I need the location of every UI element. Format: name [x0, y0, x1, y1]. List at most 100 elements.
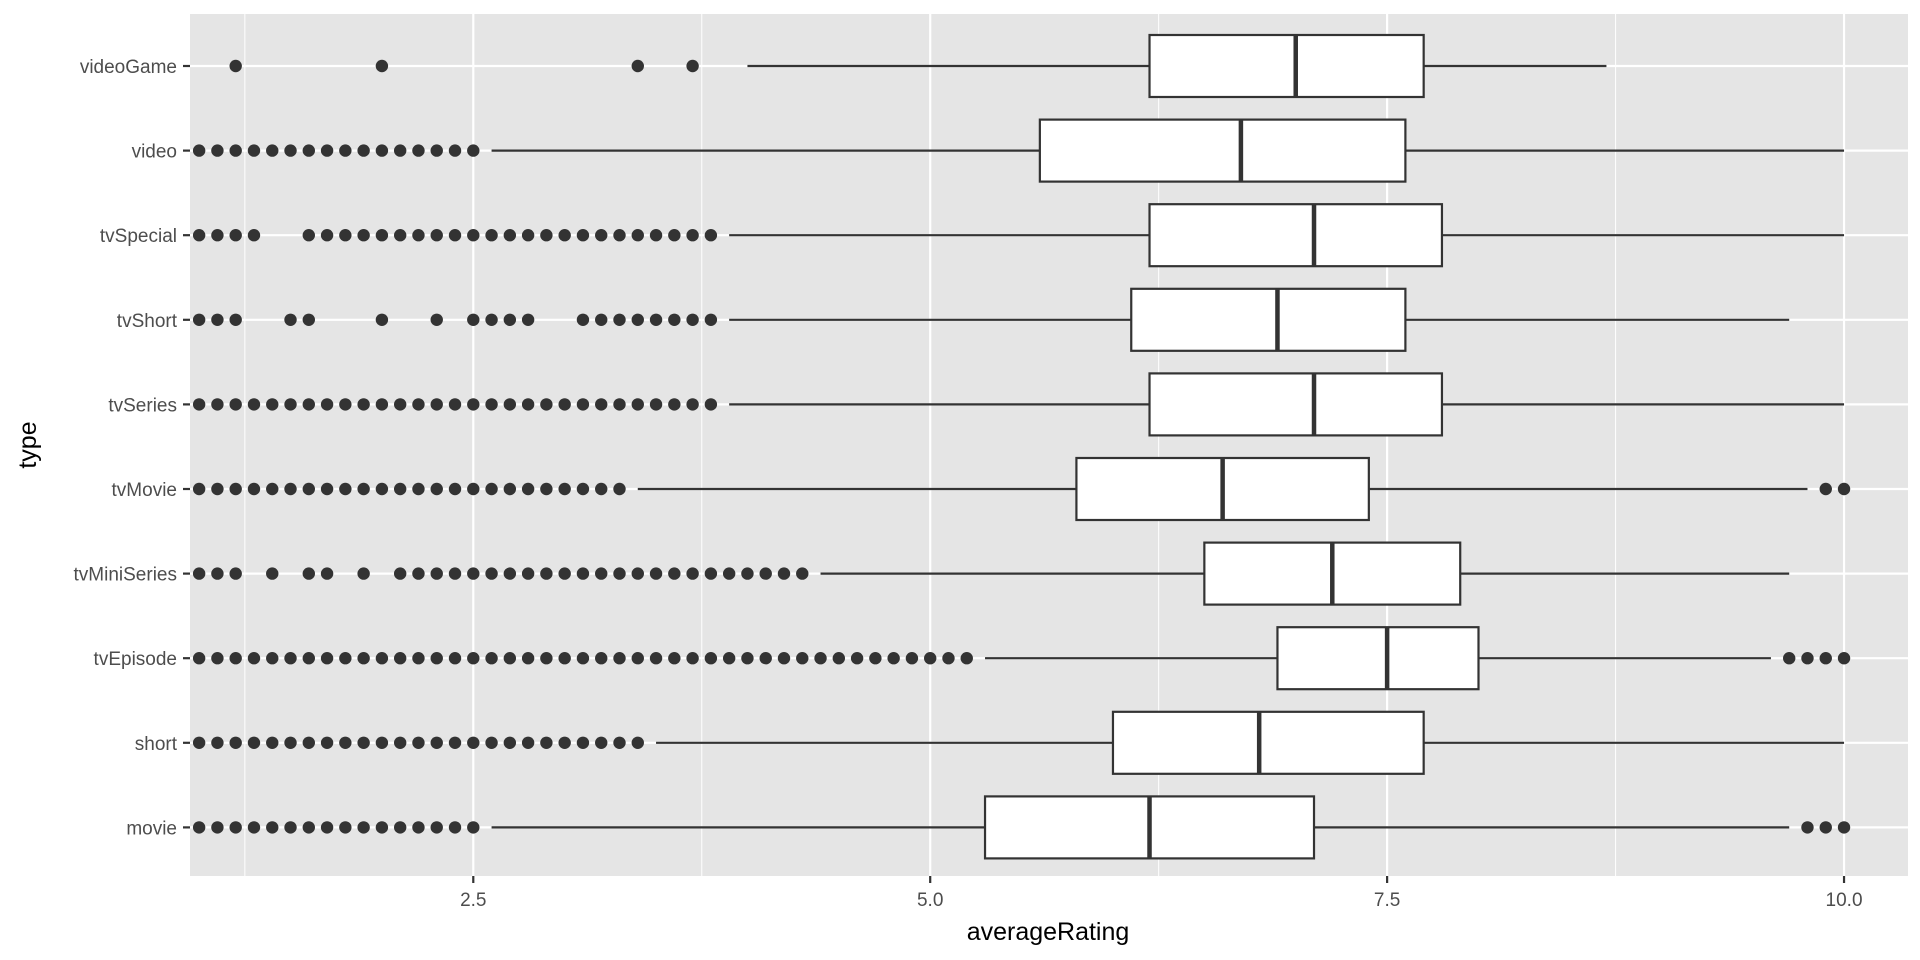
outlier-point [540, 398, 553, 411]
outlier-point [229, 398, 242, 411]
outlier-point [649, 229, 663, 242]
outlier-point [211, 398, 224, 411]
outlier-point [229, 229, 242, 242]
outlier-point [284, 144, 297, 157]
outlier-point [613, 229, 626, 242]
outlier-point [375, 652, 389, 665]
outlier-point [649, 652, 663, 665]
outlier-point [613, 736, 626, 749]
outlier-point [485, 229, 498, 242]
outlier-point [320, 736, 334, 749]
outlier-point [521, 482, 535, 496]
outlier-point [302, 398, 315, 411]
outlier-point [412, 821, 425, 834]
outlier-point [485, 313, 498, 326]
outlier-point [229, 821, 242, 834]
outlier-point [448, 736, 462, 749]
x-tick-label: 10.0 [1826, 890, 1863, 911]
outlier-point [211, 229, 224, 242]
outlier-point [320, 821, 334, 834]
outlier-point [229, 313, 242, 326]
outlier-point [777, 567, 791, 580]
outlier-point [503, 652, 517, 665]
outlier-point [796, 567, 809, 580]
outlier-point [412, 652, 425, 665]
outlier-point [887, 652, 900, 665]
outlier-point [211, 652, 224, 665]
outlier-point [284, 652, 297, 665]
outlier-point [686, 313, 699, 326]
outlier-point [229, 736, 242, 749]
outlier-point [320, 652, 334, 665]
outlier-point [339, 229, 352, 242]
outlier-point [448, 398, 462, 411]
outlier-point [960, 652, 973, 665]
y-tick-label: tvSpecial [100, 226, 177, 247]
outlier-point [832, 652, 846, 665]
outlier-point [850, 652, 864, 665]
outlier-point [357, 652, 370, 665]
outlier-point [649, 567, 663, 580]
box-body [1148, 33, 1425, 99]
outlier-point [192, 482, 206, 496]
outlier-point [704, 313, 718, 326]
outlier-point [192, 313, 206, 326]
outlier-point [375, 398, 389, 411]
box-body [1038, 118, 1407, 183]
outlier-point [192, 567, 206, 580]
outlier-point [302, 313, 315, 326]
outlier-point [393, 398, 407, 411]
outlier-point [521, 567, 535, 580]
outlier-point [412, 567, 425, 580]
outlier-point [357, 821, 370, 834]
outlier-point [1819, 821, 1832, 834]
outlier-point [375, 736, 389, 749]
outlier-point [540, 229, 553, 242]
outlier-point [558, 567, 571, 580]
outlier-point [266, 821, 279, 834]
y-tick-label: tvEpisode [94, 649, 177, 670]
y-tick-label: tvMiniSeries [74, 565, 177, 586]
outlier-point [339, 821, 352, 834]
outlier-point [375, 59, 389, 73]
outlier-point [722, 567, 736, 580]
outlier-point [448, 567, 462, 580]
outlier-point [393, 567, 407, 580]
box-videoGame [229, 33, 1607, 99]
outlier-point [741, 652, 754, 665]
outlier-point [503, 567, 517, 580]
outlier-point [631, 59, 644, 73]
outlier-point [540, 736, 553, 749]
outlier-point [540, 567, 553, 580]
outlier-point [613, 567, 626, 580]
outlier-point [266, 482, 279, 496]
outlier-point [211, 736, 224, 749]
outlier-point [686, 59, 699, 73]
y-tick-label: tvMovie [112, 480, 177, 501]
outlier-point [430, 482, 443, 496]
outlier-point [668, 652, 681, 665]
outlier-point [796, 652, 809, 665]
outlier-point [521, 229, 535, 242]
outlier-point [467, 144, 480, 157]
outlier-point [613, 398, 626, 411]
outlier-point [759, 652, 772, 665]
outlier-point [704, 398, 718, 411]
outlier-point [576, 313, 590, 326]
box-body [1111, 710, 1425, 775]
outlier-point [558, 398, 571, 411]
outlier-point [284, 736, 297, 749]
box-body [1148, 372, 1444, 437]
outlier-point [412, 229, 425, 242]
outlier-point [229, 567, 242, 580]
outlier-point [704, 567, 718, 580]
outlier-point [302, 144, 315, 157]
outlier-point [631, 229, 644, 242]
outlier-point [247, 398, 261, 411]
outlier-point [211, 144, 224, 157]
outlier-point [1801, 652, 1814, 665]
outlier-point [247, 652, 261, 665]
outlier-point [357, 736, 370, 749]
outlier-point [430, 567, 443, 580]
y-tick-label: videoGame [80, 57, 177, 78]
